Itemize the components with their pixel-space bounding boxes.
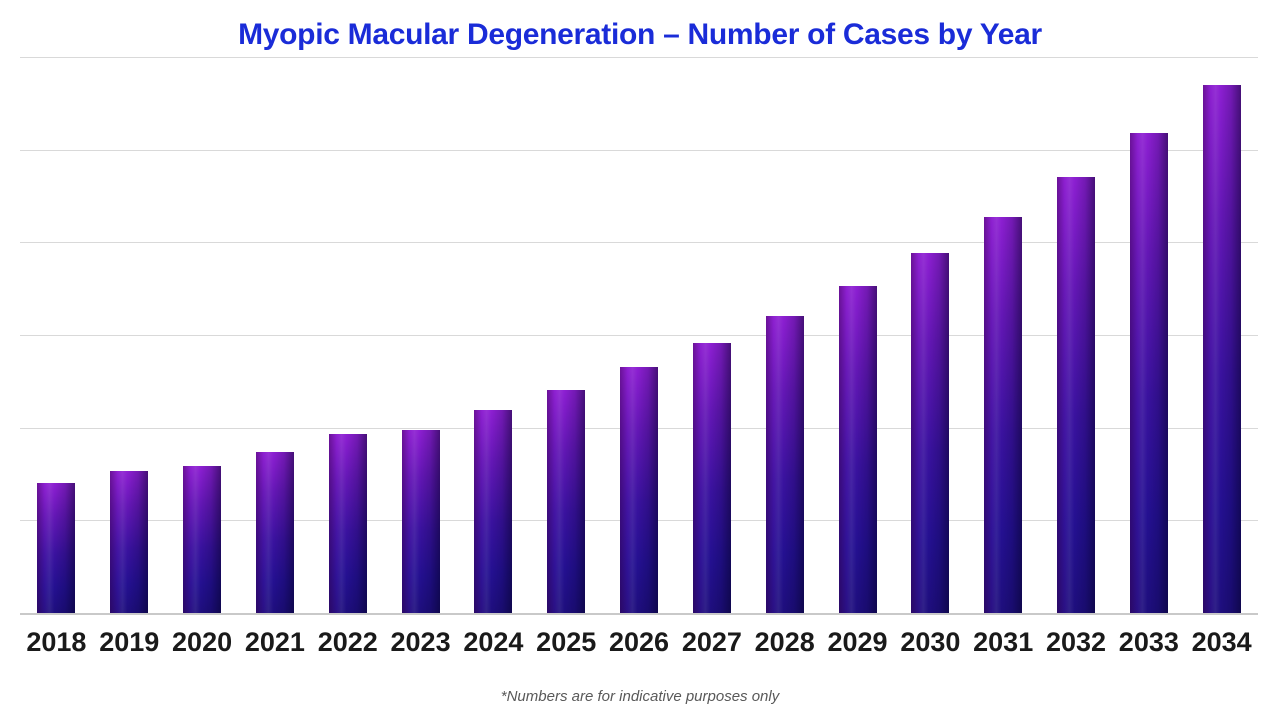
bar-2033 (1129, 133, 1168, 613)
plot-area (20, 57, 1258, 615)
bar-column (20, 57, 93, 613)
bar-column (384, 57, 457, 613)
bar-2022 (328, 434, 367, 613)
bar-2021 (255, 451, 294, 613)
x-tick-label: 2034 (1191, 627, 1252, 657)
bar-2023 (401, 429, 440, 613)
x-tick-label: 2029 (827, 627, 888, 657)
x-tick-label: 2026 (609, 627, 670, 657)
bar-column (166, 57, 239, 613)
bar-column (675, 57, 748, 613)
bar-2027 (692, 343, 731, 613)
bar-column (1112, 57, 1185, 613)
x-tick-label: 2027 (681, 627, 742, 657)
bar-2031 (984, 217, 1023, 613)
x-tick-label: 2030 (900, 627, 961, 657)
bar-column (821, 57, 894, 613)
bar-2029 (838, 285, 877, 613)
bar-column (603, 57, 676, 613)
gridline (20, 149, 1258, 151)
x-tick-label: 2025 (536, 627, 597, 657)
bar-2025 (547, 389, 586, 613)
bar-2020 (183, 465, 222, 613)
gridline (20, 335, 1258, 336)
bar-2032 (1057, 177, 1095, 613)
bar-2019 (110, 471, 149, 613)
bar-column (311, 57, 384, 613)
bar-column (967, 57, 1040, 613)
bar-column (530, 57, 603, 613)
bar-column (1040, 57, 1113, 613)
x-tick-label: 2019 (99, 627, 160, 657)
bars-row (20, 57, 1258, 613)
bar-2018 (37, 483, 76, 613)
bar-2030 (911, 253, 950, 613)
x-tick-label: 2021 (244, 627, 305, 657)
x-tick-label: 2022 (317, 627, 378, 657)
bar-2028 (765, 316, 804, 613)
x-tick-label: 2024 (463, 627, 524, 657)
x-tick-label: 2023 (390, 627, 451, 657)
x-tick-label: 2020 (172, 627, 233, 657)
x-tick-label: 2032 (1045, 627, 1107, 657)
footnote: *Numbers are for indicative purposes onl… (500, 688, 780, 705)
x-tick-label: 2031 (973, 627, 1034, 657)
bar-2024 (474, 410, 513, 613)
x-tick-label: 2028 (754, 627, 815, 657)
bar-column (93, 57, 166, 613)
bar-2026 (620, 367, 659, 613)
x-tick-label: 2018 (26, 627, 87, 657)
bar-column (238, 57, 311, 613)
bar-column (457, 57, 530, 613)
bar-2034 (1202, 84, 1241, 613)
x-axis-labels: 2018 2019 2020 2021 2022 2023 2024 2025 2026 2027… (20, 626, 1258, 658)
bar-column (1185, 57, 1258, 613)
bar-column (748, 57, 821, 613)
gridline (20, 242, 1258, 244)
chart-title: Myopic Macular Degeneration – Number of … (238, 18, 1042, 51)
gridline (20, 57, 1258, 58)
x-tick-label: 2033 (1118, 627, 1179, 657)
bar-column (894, 57, 967, 613)
